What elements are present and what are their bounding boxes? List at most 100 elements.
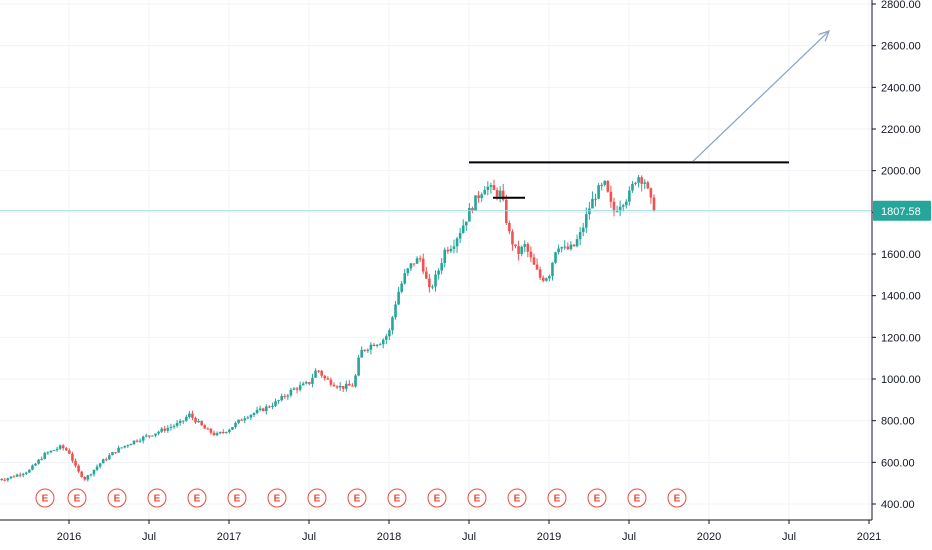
candle-body [129, 443, 133, 446]
candle-body [640, 177, 643, 184]
candle-body [237, 419, 240, 423]
candle-body [274, 401, 277, 406]
candle-body [18, 474, 22, 476]
earnings-marker[interactable] [107, 488, 127, 508]
candle-body [271, 405, 274, 407]
candle-body [581, 227, 585, 233]
candle-body [363, 349, 367, 351]
candle-body [452, 246, 456, 249]
candle-body [369, 344, 373, 350]
candle-body [529, 251, 533, 258]
candle-body [212, 432, 216, 436]
candle-body [301, 383, 305, 386]
candle-body [400, 283, 403, 292]
earnings-marker-letter: E [514, 494, 521, 505]
candle-body [544, 278, 548, 281]
candle-body [61, 445, 65, 449]
earnings-marker-letter: E [594, 494, 601, 505]
candle-body [92, 469, 96, 475]
candle-body [64, 448, 68, 451]
earnings-marker[interactable] [387, 488, 407, 508]
candle-body [403, 273, 407, 284]
earnings-marker[interactable] [667, 488, 687, 508]
time-tick-label: 2017 [217, 531, 241, 543]
candle-body [554, 252, 557, 263]
candle-body [360, 349, 363, 358]
candle-body [24, 472, 28, 474]
candle-body [98, 463, 102, 467]
earnings-marker[interactable] [347, 488, 367, 508]
earnings-marker[interactable] [427, 488, 447, 508]
candle-body [594, 198, 597, 200]
candle-body [495, 190, 499, 197]
candle-body [15, 474, 19, 477]
candle-body [458, 233, 462, 239]
price-tick-label: 1600.00 [881, 249, 921, 261]
price-tick-label: 800.00 [881, 416, 915, 428]
time-tick-label: Jul [782, 531, 796, 543]
price-axis[interactable]: 2800.002600.002400.002200.002000.001800.… [871, 0, 921, 520]
candle-body [120, 447, 123, 449]
candle-body [28, 469, 31, 473]
drawings[interactable] [0, 30, 872, 212]
candle-body [89, 474, 93, 476]
candle-body [21, 473, 25, 476]
candle-body [71, 453, 74, 461]
candle-body [461, 225, 465, 234]
candle-body [434, 274, 437, 287]
candle-body [535, 264, 539, 270]
candle-body [511, 231, 514, 245]
candle-body [104, 459, 108, 461]
chart-grid [0, 0, 872, 520]
candle-body [486, 186, 490, 190]
candle-body [652, 197, 656, 211]
price-tick-label: 2200.00 [881, 124, 921, 136]
candle-body [314, 370, 317, 378]
earnings-marker[interactable] [187, 488, 207, 508]
earnings-marker-letter: E [434, 494, 441, 505]
candle-body [311, 377, 314, 384]
candle-body [391, 317, 394, 331]
earnings-marker-letter: E [154, 494, 161, 505]
candle-body [169, 426, 173, 428]
candle-body [160, 428, 163, 432]
earnings-marker[interactable] [267, 488, 287, 508]
candle-body [548, 276, 551, 279]
time-axis[interactable]: 2016 Jul 2017 Jul 2018 Jul 2019 Jul 2020 Jul 2021 [0, 519, 881, 543]
candle-body [141, 436, 145, 441]
candle-body [348, 383, 351, 386]
earnings-marker[interactable] [35, 488, 55, 508]
time-tick-label: 2020 [697, 531, 721, 543]
earnings-marker[interactable] [547, 488, 567, 508]
earnings-marker[interactable] [307, 488, 327, 508]
candle-body [283, 395, 287, 397]
candle-body [108, 455, 111, 460]
earnings-marker-letter: E [634, 494, 641, 505]
candle-body [184, 416, 188, 421]
candle-body [446, 249, 450, 252]
candle-body [523, 244, 527, 247]
earnings-marker[interactable] [147, 488, 167, 508]
trend-arrow[interactable] [692, 30, 830, 162]
candle-body [489, 185, 493, 187]
candle-body [378, 344, 382, 346]
candle-body [628, 190, 631, 202]
candle-body [631, 183, 634, 191]
candle-body [132, 440, 136, 444]
earnings-marker[interactable] [467, 488, 487, 508]
candle-body [634, 182, 637, 184]
price-tick-label: 2600.00 [881, 41, 921, 53]
earnings-marker[interactable] [507, 488, 527, 508]
candle-body [317, 370, 320, 372]
earnings-marker[interactable] [227, 488, 247, 508]
earnings-marker[interactable] [67, 488, 87, 508]
candle-body [80, 471, 83, 477]
earnings-marker[interactable] [587, 488, 607, 508]
candle-body [477, 195, 480, 199]
earnings-marker[interactable] [627, 488, 647, 508]
candles [0, 174, 656, 482]
candle-body [557, 248, 560, 253]
candle-body [157, 431, 160, 434]
